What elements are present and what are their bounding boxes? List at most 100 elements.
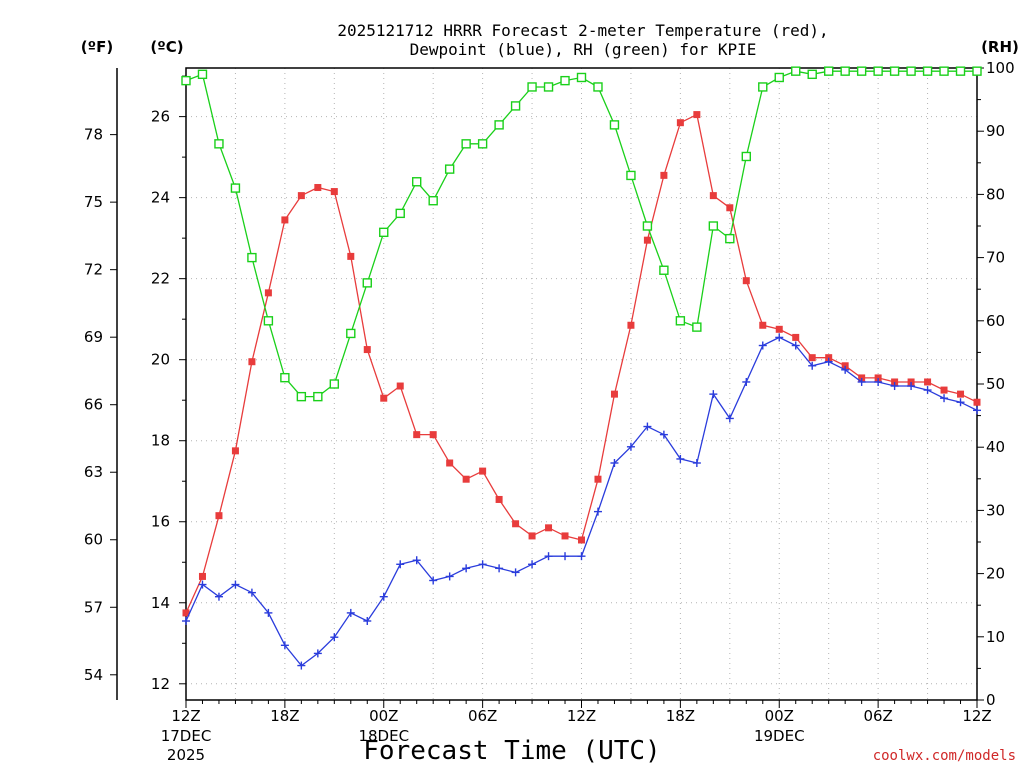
dewpoint-point	[791, 341, 800, 350]
dewpoint-point	[528, 560, 537, 569]
dewpoint-point	[725, 414, 734, 423]
rh-point	[791, 66, 801, 76]
dewpoint-line	[185, 336, 978, 667]
dewpoint-point	[973, 406, 981, 415]
rh-point	[955, 66, 966, 76]
credit-link[interactable]: coolwx.com/models	[873, 748, 1016, 764]
temperature-point	[858, 374, 866, 382]
rh-point	[774, 72, 784, 83]
dewpoint-point	[429, 576, 438, 585]
temperature-point	[709, 192, 717, 200]
temperature-point	[627, 321, 635, 329]
fahrenheit-tick-label: 69	[84, 328, 103, 346]
temperature-point	[610, 390, 618, 398]
temperature-point	[281, 216, 289, 224]
temperature-point	[198, 572, 206, 580]
dewpoint-point	[857, 377, 866, 386]
rh-point	[263, 316, 274, 326]
dewpoint-point	[874, 377, 883, 386]
fahrenheit-tick-label: 63	[84, 463, 103, 481]
temperature-point	[380, 394, 388, 402]
dewpoint-point	[808, 361, 817, 370]
temperature-point	[792, 333, 800, 341]
temperature-point	[314, 184, 322, 192]
fahrenheit-tick-label: 54	[84, 666, 103, 684]
rh-tick-label: 50	[986, 375, 1005, 393]
rh-point	[889, 66, 900, 76]
dewpoint-point	[231, 580, 240, 589]
dewpoint-point	[247, 588, 256, 597]
rh-point	[823, 66, 834, 76]
rh-tick-label: 70	[986, 249, 1005, 267]
dewpoint-point	[412, 556, 421, 565]
rh-point	[692, 322, 702, 332]
temperature-point	[396, 382, 404, 390]
rh-point	[741, 151, 751, 162]
x-tick-label: 12Z	[962, 707, 991, 725]
dewpoint-point	[841, 365, 850, 374]
dewpoint-point	[330, 633, 339, 642]
dewpoint-point	[742, 377, 751, 386]
fahrenheit-tick-label: 60	[84, 531, 103, 549]
temperature-point	[512, 520, 520, 528]
rh-point	[543, 82, 554, 92]
temperature-point	[891, 378, 899, 386]
dewpoint-point	[561, 552, 570, 561]
x-tick-label: 18Z	[270, 707, 299, 725]
temperature-point	[940, 386, 948, 394]
dewpoint-point	[626, 442, 635, 451]
data-series	[181, 66, 982, 670]
x-tick-label: 00Z	[369, 707, 398, 725]
celsius-tick-label: 12	[151, 675, 170, 693]
celsius-tick-label: 22	[151, 270, 170, 288]
axes	[116, 67, 978, 701]
temperature-point	[545, 524, 553, 532]
temperature-point	[726, 204, 734, 212]
x-tick-label: 12Z	[171, 707, 200, 725]
dewpoint-point	[462, 564, 471, 573]
rh-point	[230, 183, 241, 193]
rh-point	[642, 221, 653, 231]
rh-point	[725, 233, 735, 244]
dewpoint-point	[709, 390, 718, 399]
rh-point	[329, 379, 340, 389]
temperature-point	[643, 236, 651, 244]
dewpoint-point	[676, 454, 685, 463]
temperature-point	[330, 188, 338, 196]
rh-point	[840, 66, 850, 76]
rh-tick-label: 100	[986, 59, 1015, 77]
rh-point	[922, 66, 933, 76]
dewpoint-point	[593, 507, 602, 516]
celsius-tick-label: 18	[151, 432, 170, 450]
rh-point	[412, 177, 422, 187]
x-tick-year-label: 2025	[167, 746, 205, 764]
rh-point	[197, 69, 208, 80]
dewpoint-point	[346, 608, 355, 617]
dewpoint-point	[758, 341, 767, 350]
temperature-point	[347, 252, 355, 260]
rh-point	[214, 139, 224, 149]
temperature-point	[479, 467, 487, 475]
x-tick-date-label: 18DEC	[358, 727, 409, 745]
temperature-point	[957, 390, 965, 398]
fahrenheit-tick-label: 78	[84, 126, 103, 144]
fahrenheit-tick-label: 57	[84, 598, 103, 616]
rh-point	[428, 196, 438, 206]
dewpoint-point	[610, 459, 619, 467]
rh-point	[379, 227, 389, 238]
dewpoint-point	[198, 580, 207, 589]
temperature-point	[264, 289, 272, 297]
dewpoint-point	[659, 430, 668, 439]
celsius-tick-label: 16	[151, 513, 170, 531]
temperature-point	[215, 512, 223, 520]
temperature-point	[429, 431, 437, 439]
tick-labels: 12 14 16 18 20 22 24 26 54 57 60 63 66 69 72 75 78 0 10 20 3…	[84, 59, 1015, 764]
rh-point	[593, 82, 603, 92]
dewpoint-point	[940, 394, 949, 403]
x-tick-date-label: 17DEC	[161, 727, 212, 745]
dewpoint-point	[824, 357, 833, 366]
temperature-point	[462, 475, 470, 483]
rh-point	[296, 391, 307, 402]
x-axis-title: Forecast Time (UTC)	[363, 736, 660, 766]
